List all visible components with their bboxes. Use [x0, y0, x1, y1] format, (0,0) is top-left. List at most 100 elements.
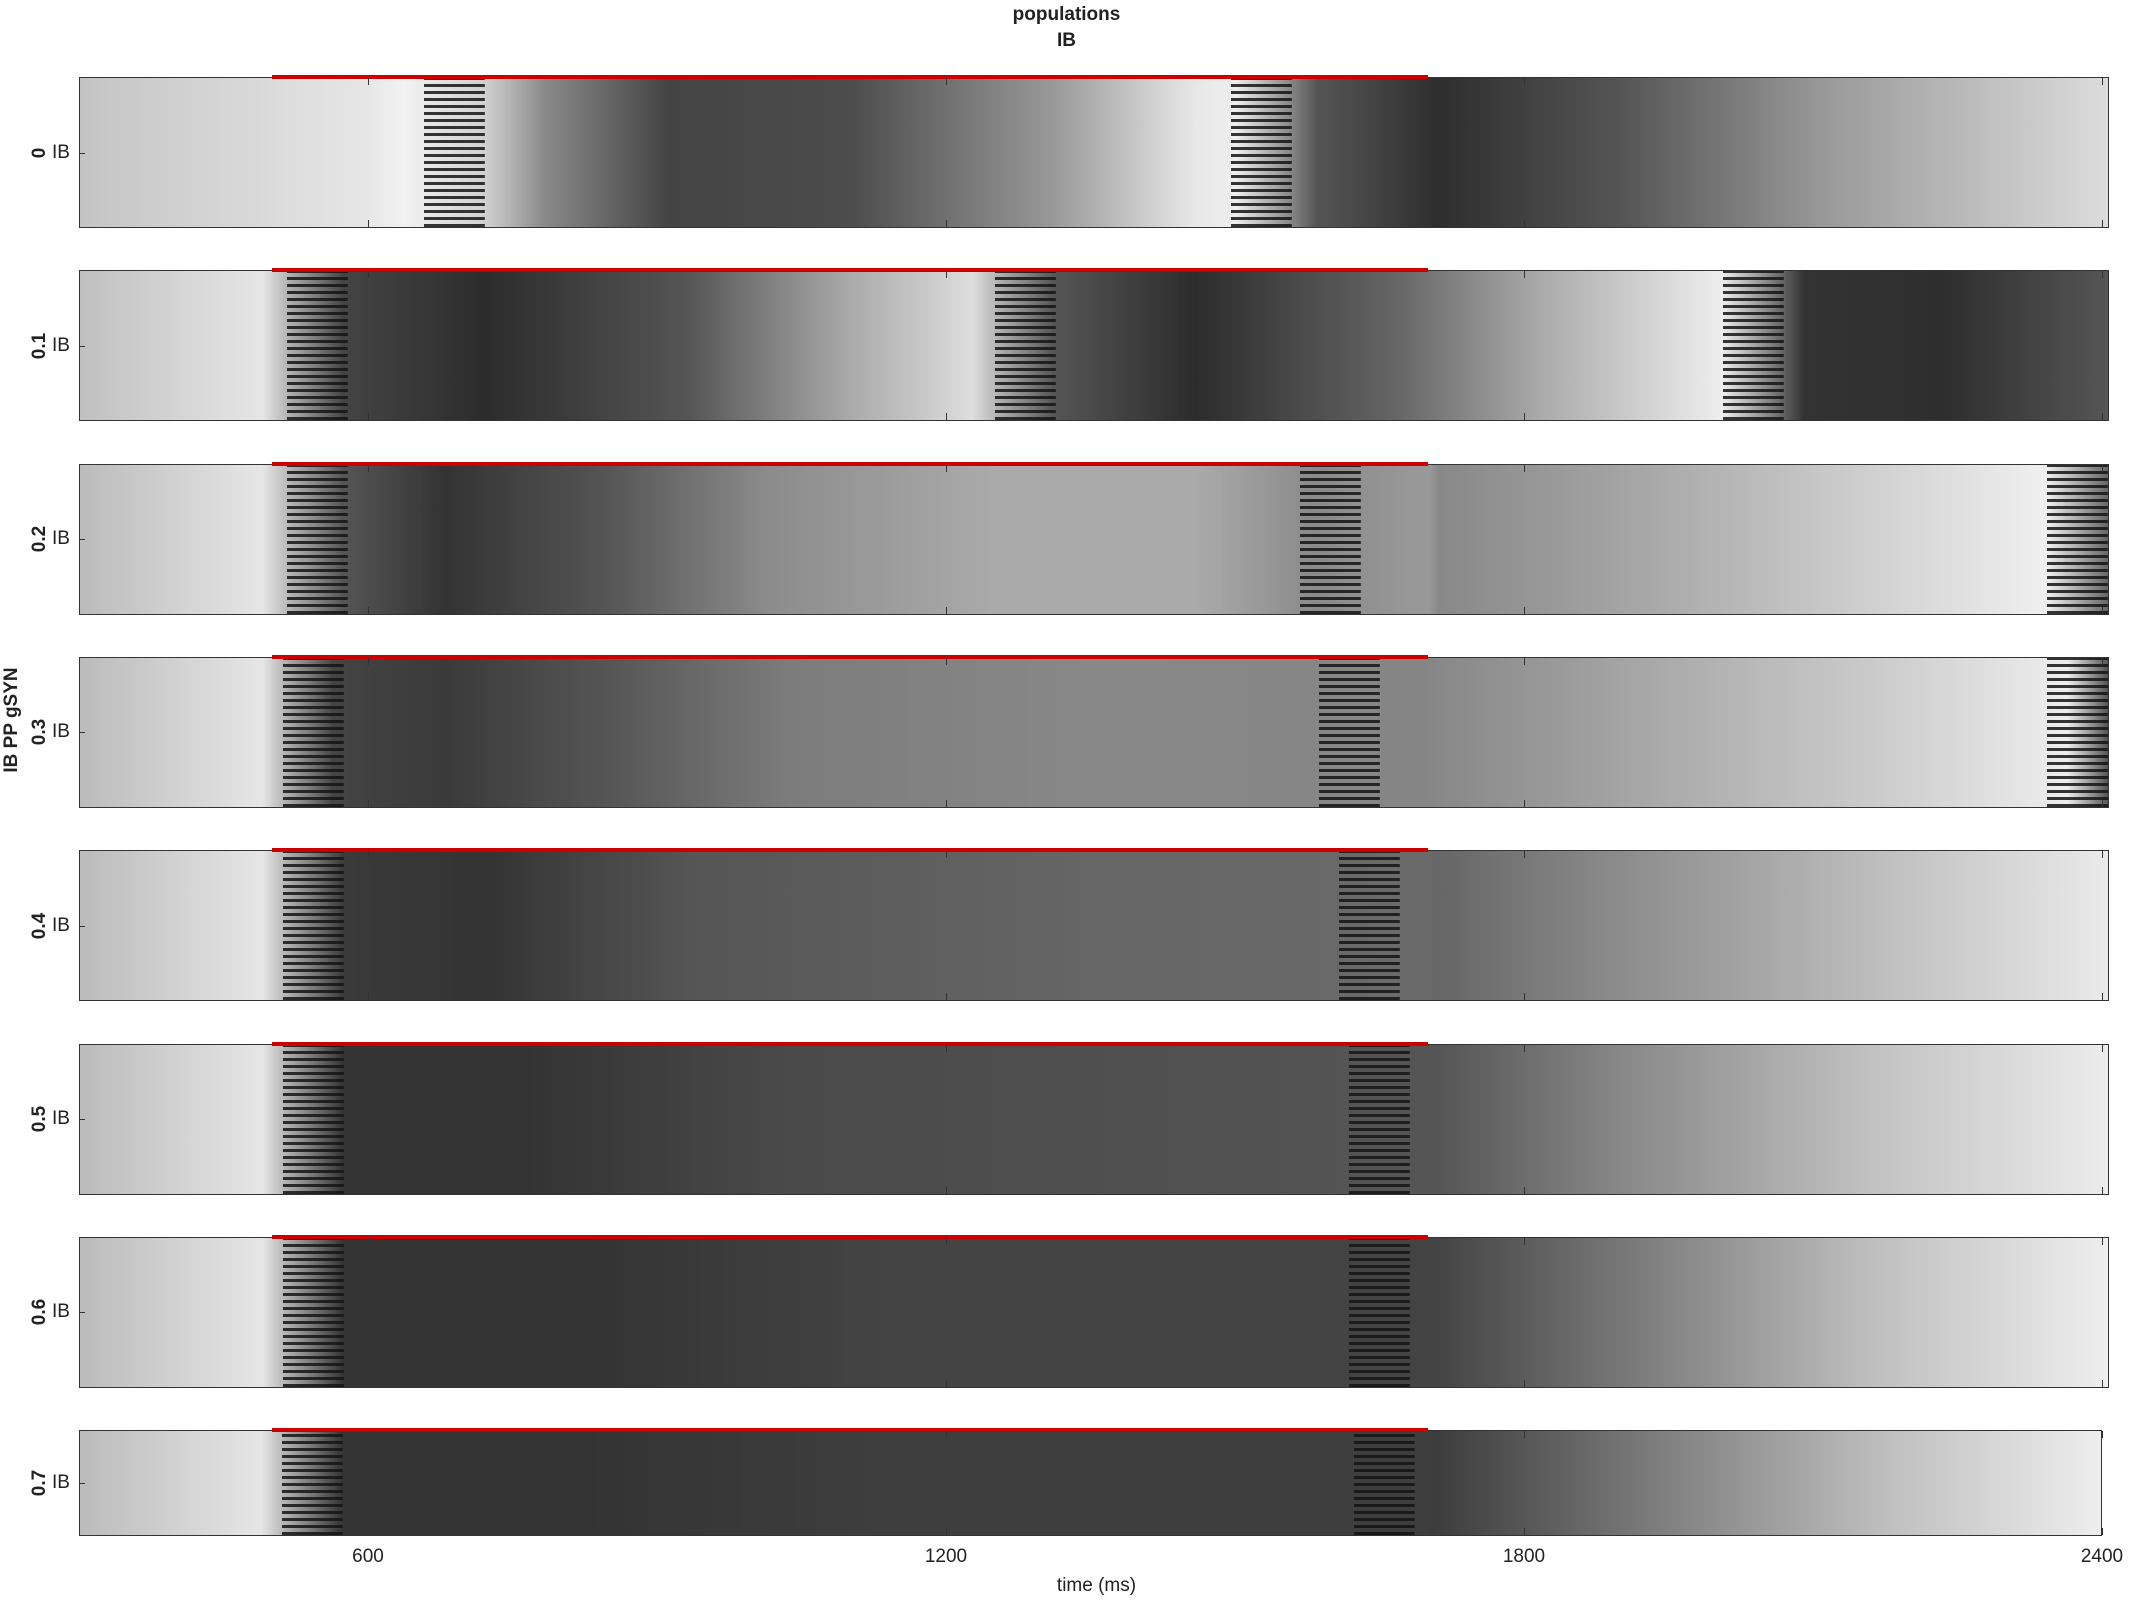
- x-tick: [946, 1044, 947, 1052]
- stimulus-bar: [271, 1428, 1428, 1433]
- x-tick: [368, 1044, 369, 1052]
- x-tick: [1524, 1237, 1525, 1245]
- x-tick: [1524, 1186, 1525, 1194]
- x-tick: [1524, 851, 1525, 859]
- x-tick: [2102, 799, 2103, 807]
- x-tick: [1524, 1528, 1525, 1536]
- raster-panel: [79, 1043, 2109, 1195]
- panel-label: 0.1: [29, 332, 50, 360]
- x-tick: [368, 1237, 369, 1245]
- x-tick: [2102, 464, 2103, 472]
- x-tick: [368, 413, 369, 421]
- x-tick: [368, 1186, 369, 1194]
- panel-label: 0.5: [29, 1105, 50, 1133]
- x-tick: [1524, 413, 1525, 421]
- population-label: IB: [52, 1472, 70, 1494]
- stimulus-bar: [271, 461, 1428, 466]
- x-tick: [368, 464, 369, 472]
- x-tick: [1524, 657, 1525, 665]
- x-tick: [946, 1237, 947, 1245]
- raster-panel: [79, 463, 2109, 615]
- x-tick: [946, 657, 947, 665]
- x-tick: [1524, 799, 1525, 807]
- x-tick: [946, 220, 947, 227]
- population-label: IB: [52, 1108, 70, 1129]
- x-tick: [368, 1379, 369, 1387]
- panel-label: 0.2: [29, 525, 50, 553]
- x-tick: [946, 799, 947, 807]
- x-tick: [368, 1528, 369, 1536]
- y-tick: [79, 1312, 85, 1314]
- x-axis-label: time (ms): [1056, 1575, 1137, 1596]
- x-tick: [946, 851, 947, 859]
- raster-panel: [79, 656, 2109, 808]
- y-tick: [79, 539, 85, 541]
- x-tick: [368, 78, 369, 85]
- x-tick-label: 1200: [924, 1546, 968, 1568]
- stimulus-bar: [271, 268, 1428, 273]
- panel-label: 0.6: [29, 1299, 50, 1326]
- x-tick: [1524, 1379, 1525, 1387]
- population-label: IB: [52, 141, 70, 163]
- stimulus-bar: [271, 1041, 1428, 1046]
- x-tick: [2102, 271, 2103, 279]
- x-tick: [2102, 220, 2103, 227]
- raster-panel: [79, 1236, 2109, 1388]
- x-tick: [946, 1431, 947, 1439]
- panel-label: 0.7: [29, 1469, 50, 1497]
- y-axis-label: IB PP gSYN: [1, 667, 22, 773]
- x-tick: [946, 464, 947, 472]
- x-tick: [2102, 1431, 2103, 1439]
- x-tick: [946, 606, 947, 614]
- y-tick: [79, 1119, 85, 1120]
- population-label: IB: [52, 528, 70, 550]
- x-tick: [946, 413, 947, 421]
- x-tick: [1524, 993, 1525, 1001]
- raster-panel: [79, 1430, 2102, 1537]
- y-tick: [79, 152, 85, 154]
- x-tick: [946, 1379, 947, 1387]
- y-tick: [79, 1483, 85, 1485]
- title: populations: [1012, 4, 1121, 25]
- x-tick: [946, 1186, 947, 1194]
- x-tick: [2102, 657, 2103, 665]
- x-tick: [368, 606, 369, 614]
- raster-panel: [79, 270, 2109, 422]
- raster-panel: [79, 77, 2109, 228]
- x-tick: [946, 993, 947, 1001]
- stimulus-bar: [271, 848, 1428, 853]
- stimulus-bar: [271, 75, 1428, 79]
- x-tick: [2102, 1379, 2103, 1387]
- x-tick: [368, 799, 369, 807]
- panel-label: 0.4: [29, 912, 50, 939]
- x-tick: [368, 657, 369, 665]
- x-tick: [368, 851, 369, 859]
- x-tick: [946, 271, 947, 279]
- x-tick: [1524, 78, 1525, 85]
- stimulus-bar: [271, 654, 1428, 659]
- x-tick: [368, 993, 369, 1001]
- x-tick: [2102, 1528, 2103, 1536]
- population-label: IB: [52, 721, 70, 743]
- x-tick: [1524, 271, 1525, 279]
- population-label: IB: [52, 334, 70, 356]
- population-label: IB: [52, 914, 70, 936]
- x-tick: [2102, 78, 2103, 85]
- x-tick: [2102, 851, 2103, 859]
- x-tick: [2102, 1237, 2103, 1245]
- y-tick: [79, 925, 85, 927]
- x-tick: [2102, 606, 2103, 614]
- y-tick: [79, 732, 85, 734]
- subtitle: IB: [1057, 30, 1076, 51]
- stimulus-bar: [271, 1234, 1428, 1239]
- x-tick: [1524, 1044, 1525, 1052]
- x-tick: [2102, 993, 2103, 1001]
- x-tick: [1524, 1431, 1525, 1439]
- x-tick: [368, 271, 369, 279]
- x-tick: [946, 1528, 947, 1536]
- x-tick: [1524, 464, 1525, 472]
- x-tick-label: 600: [352, 1546, 384, 1568]
- panel-label: 0.3: [29, 719, 50, 746]
- x-tick: [368, 1431, 369, 1439]
